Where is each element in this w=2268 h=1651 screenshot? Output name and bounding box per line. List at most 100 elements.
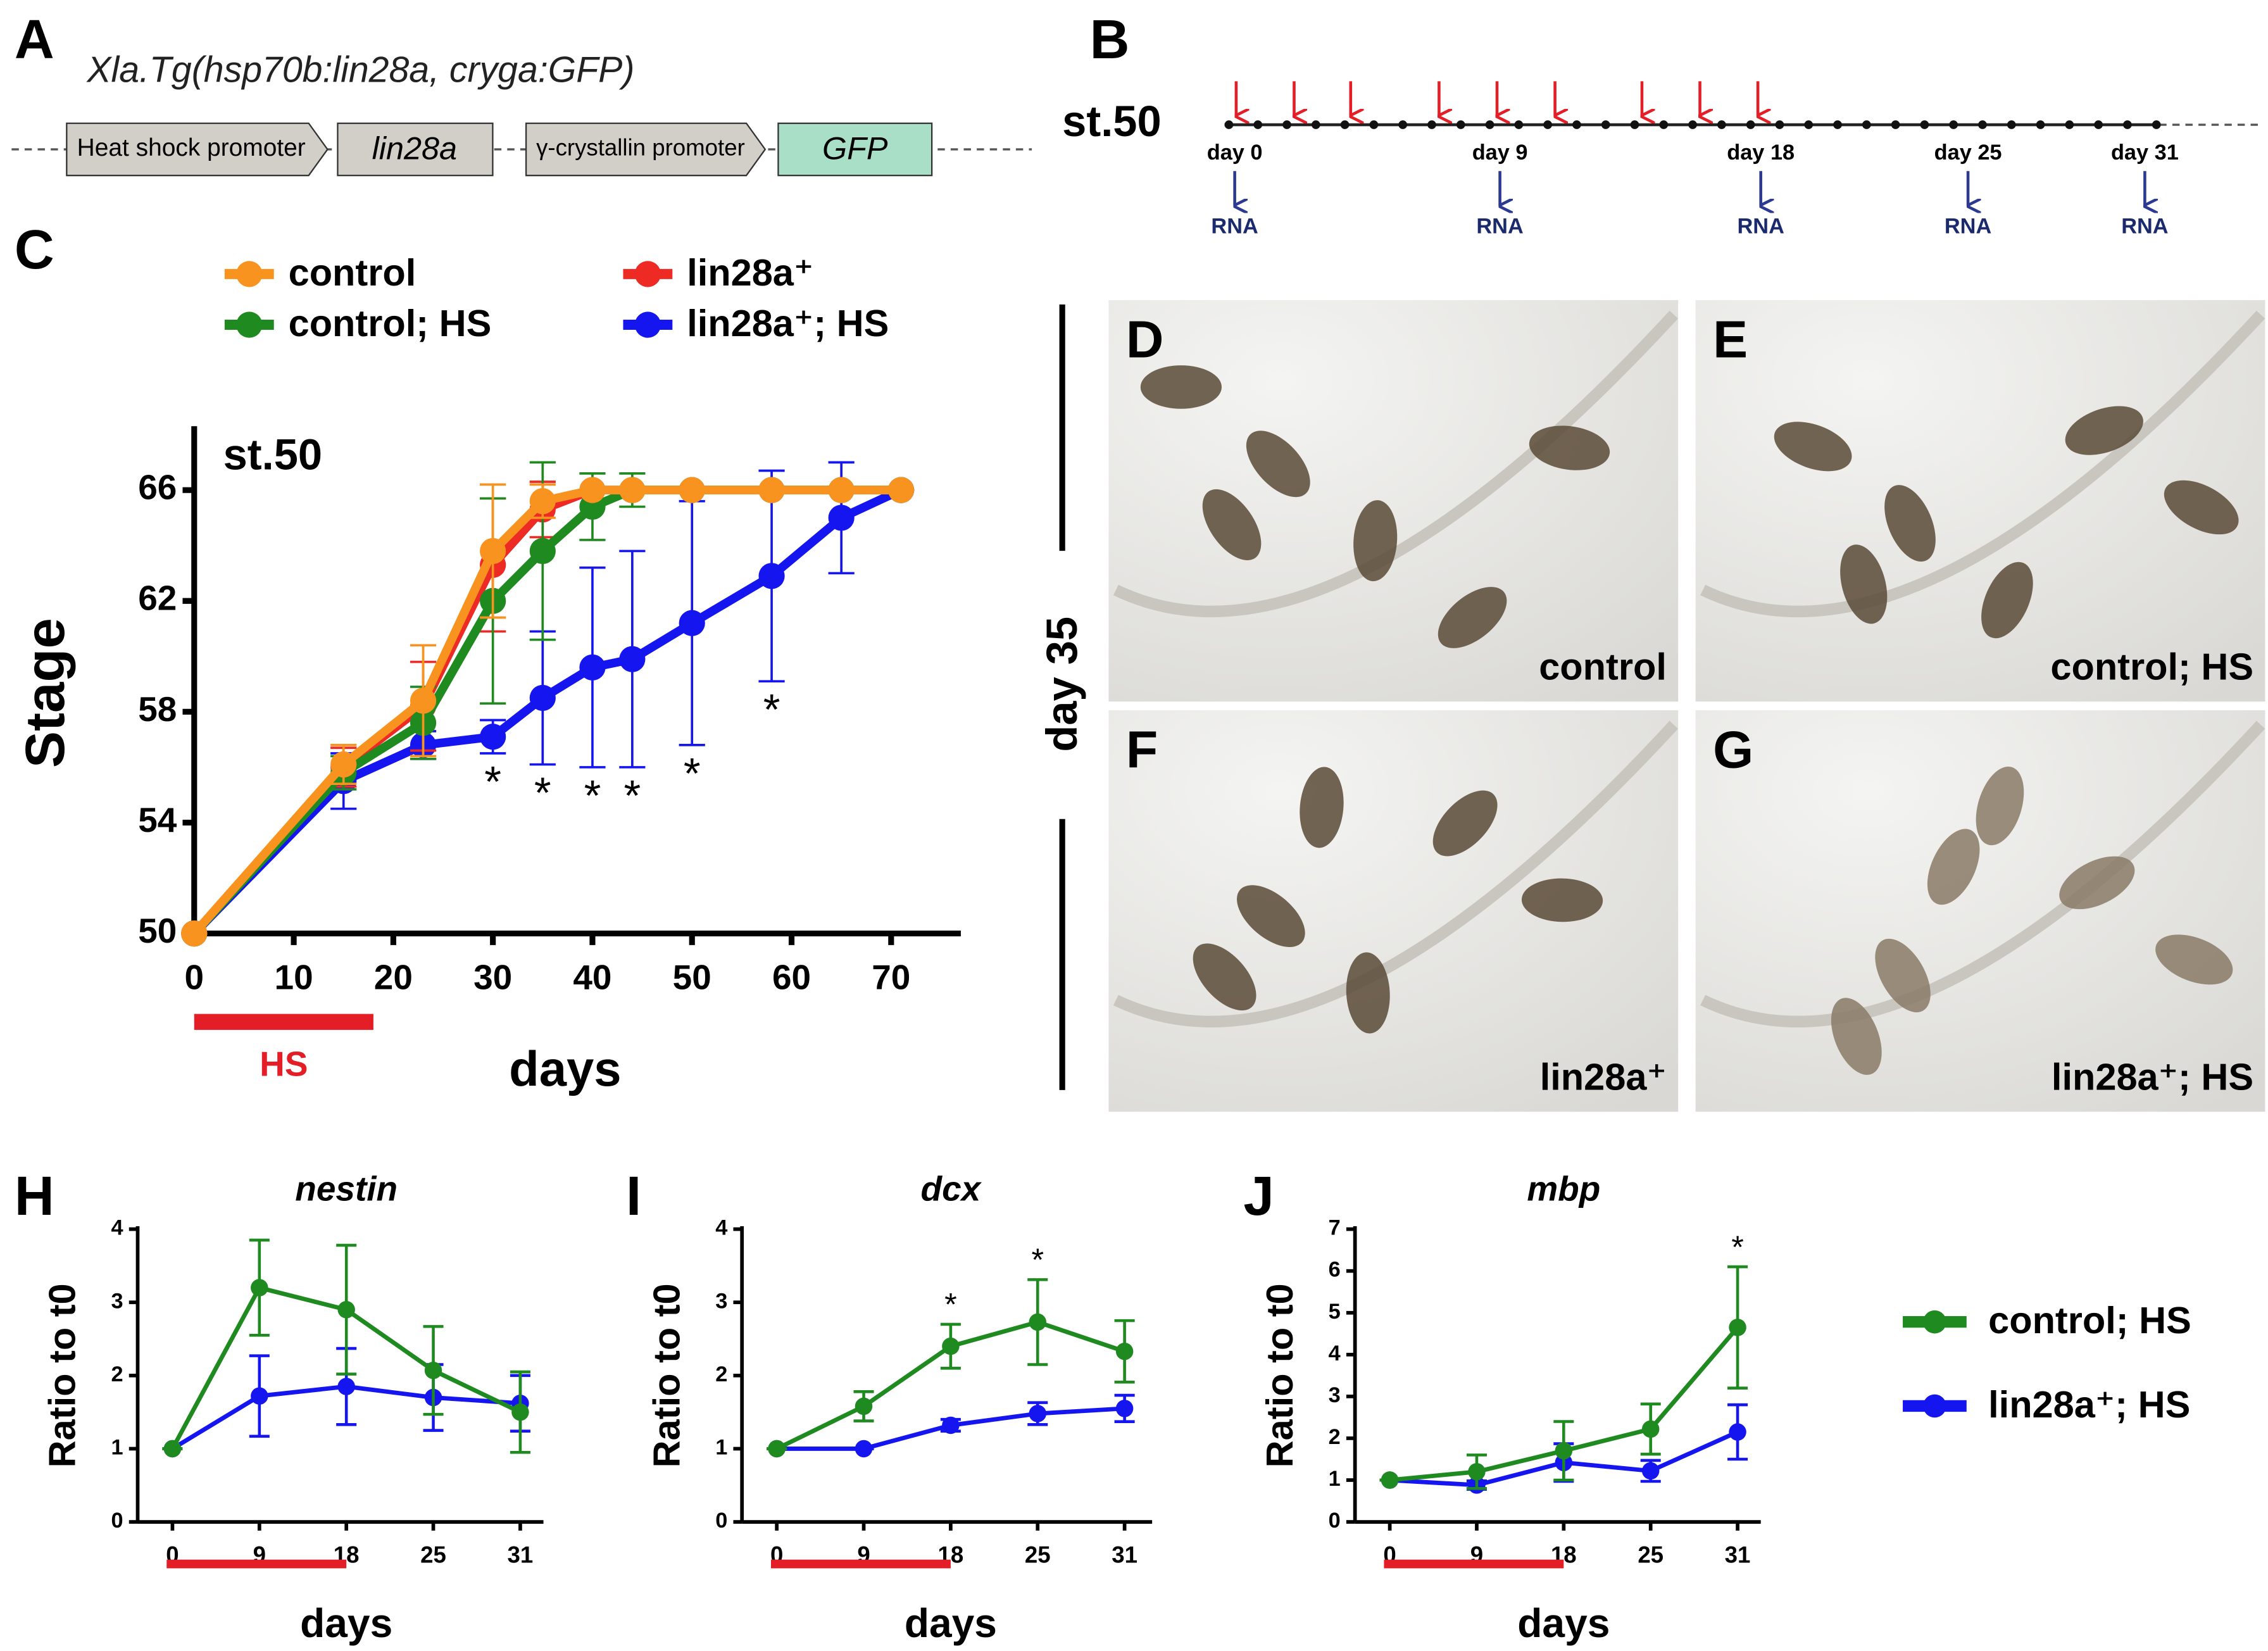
timeline-dot — [1311, 120, 1320, 129]
panel-letter: G — [1713, 720, 1753, 779]
timeline-dot — [2152, 120, 2161, 129]
y-tick-label: 58 — [138, 689, 177, 729]
animal — [1432, 790, 1498, 857]
x-tick-label: 70 — [872, 957, 910, 996]
significance: * — [484, 758, 501, 807]
data-point — [887, 477, 915, 503]
timeline-dot — [1833, 120, 1842, 129]
data-point — [1115, 1400, 1134, 1417]
sampling-label: RNA — [1738, 215, 1784, 239]
timeline-dot — [1775, 120, 1784, 129]
data-point — [424, 1362, 442, 1379]
data-point — [1555, 1442, 1573, 1460]
y-tick-label: 66 — [138, 468, 177, 507]
legend-swatch — [634, 261, 661, 287]
element-label: GFP — [822, 130, 888, 166]
panel-letter: F — [1126, 720, 1158, 779]
animal — [1237, 885, 1305, 947]
x-tick-label: 30 — [473, 957, 512, 996]
chart-title: mbp — [1527, 1169, 1600, 1208]
animal — [2059, 856, 2135, 910]
timeline-dot — [1804, 120, 1814, 129]
legend-label: lin28a⁺ — [687, 251, 813, 294]
y-axis-label: Ratio to t0 — [41, 1283, 84, 1467]
x-axis-label: days — [509, 1042, 621, 1096]
data-point — [511, 1403, 529, 1421]
x-tick-label: 25 — [1638, 1542, 1663, 1568]
photo-label: lin28a⁺; HS — [2052, 1056, 2253, 1098]
panel-letter: B — [1090, 9, 1130, 70]
gene-box — [337, 122, 494, 177]
x-tick-label: 0 — [185, 957, 204, 996]
animal — [1840, 544, 1888, 624]
data-point — [480, 724, 506, 750]
data-point — [619, 477, 646, 503]
data-point — [1641, 1462, 1660, 1480]
data-point — [337, 1301, 355, 1319]
y-axis-label: Ratio to t0 — [1258, 1283, 1301, 1467]
timeline-dot — [1978, 120, 1987, 129]
animal — [1193, 943, 1256, 1011]
y-tick-label: 1 — [715, 1436, 727, 1460]
x-tick-label: 60 — [772, 957, 811, 996]
timeline-dot — [1282, 120, 1291, 129]
animal — [1438, 587, 1507, 648]
animal — [1976, 766, 2024, 846]
y-tick-label: 1 — [1329, 1467, 1341, 1491]
data-point — [855, 1440, 873, 1458]
legend-swatch — [1923, 1310, 1946, 1334]
animal — [1981, 562, 2033, 639]
legend-label: lin28a⁺; HS — [1988, 1383, 2190, 1426]
panel-a: A Xla.Tg(hsp70b:lin28a, cryga:GFP) Heat … — [11, 9, 1032, 177]
x-tick-label: 10 — [275, 957, 313, 996]
photo-label: control; HS — [2050, 646, 2253, 688]
timeline-dot — [1891, 120, 1900, 129]
significance: * — [584, 771, 601, 820]
data-point — [1729, 1423, 1746, 1441]
timeline-dot — [1572, 120, 1581, 129]
photo — [1108, 300, 1679, 702]
legend-label: control; HS — [1988, 1299, 2191, 1341]
y-tick-label: 0 — [1329, 1509, 1341, 1533]
data-point — [251, 1279, 268, 1296]
data-point — [529, 488, 556, 515]
data-point — [337, 1378, 355, 1395]
y-tick-label: 5 — [1329, 1300, 1341, 1324]
data-point — [330, 751, 357, 778]
timeline-dot — [1862, 120, 1871, 129]
animal — [1246, 430, 1310, 498]
data-point — [1029, 1405, 1046, 1422]
animal — [1300, 767, 1344, 848]
y-tick-label: 2 — [715, 1362, 727, 1386]
data-point — [1468, 1463, 1486, 1481]
timeline-dot — [2007, 120, 2016, 129]
panel-letter: D — [1126, 311, 1164, 369]
chart-title: nestin — [295, 1169, 398, 1208]
y-tick-label: 4 — [111, 1216, 123, 1240]
timeline-dot — [1601, 120, 1610, 129]
y-tick-label: 62 — [138, 579, 177, 618]
animal — [1774, 422, 1852, 472]
data-point — [758, 477, 785, 503]
timeline-dot — [1369, 120, 1379, 129]
significance: * — [534, 769, 551, 817]
timeline-dot — [1717, 120, 1726, 129]
data-point — [679, 477, 705, 503]
legend-label: lin28a⁺; HS — [687, 302, 889, 344]
timeline-dot — [2123, 120, 2132, 129]
animal — [1529, 425, 1610, 470]
x-tick-label: 31 — [1112, 1542, 1137, 1568]
element-label: γ-crystallin promoter — [536, 135, 745, 161]
data-point — [529, 537, 556, 565]
animal — [1140, 365, 1222, 409]
y-tick-label: 4 — [1329, 1341, 1341, 1365]
sampling-label: RNA — [1945, 215, 1991, 239]
data-point — [181, 920, 208, 947]
data-point — [1641, 1420, 1660, 1438]
animal — [1884, 485, 1936, 562]
timeline-dot — [1543, 120, 1553, 129]
timeline-dot — [1253, 120, 1263, 129]
sampling-day: day 31 — [2111, 141, 2179, 165]
timeline-dot — [1456, 120, 1465, 129]
